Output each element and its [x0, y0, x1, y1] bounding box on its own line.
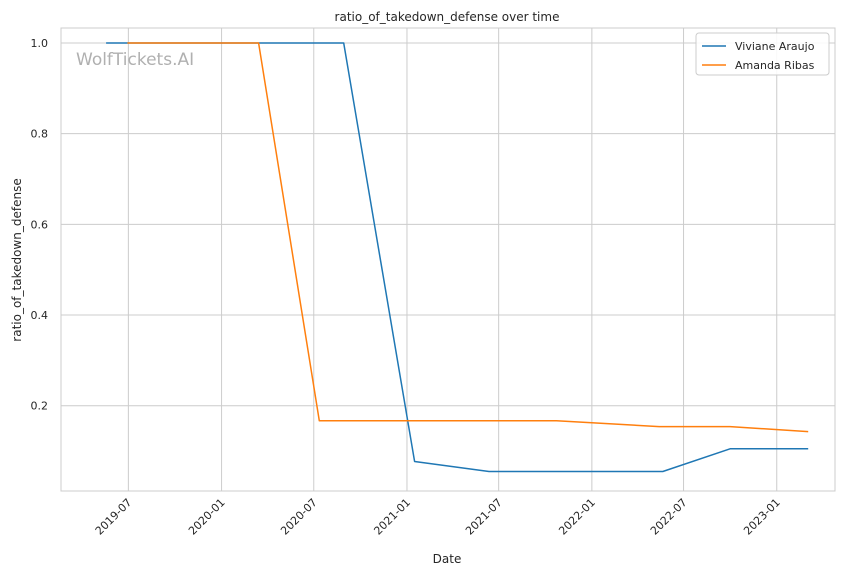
y-tick-label: 0.4 [31, 309, 49, 322]
y-tick-label: 0.2 [31, 400, 49, 413]
y-tick-label: 0.6 [31, 218, 49, 231]
y-axis-label: ratio_of_takedown_defense [10, 178, 24, 341]
x-tick-label: 2022-07 [648, 496, 690, 538]
y-axis-ticks: 0.2 0.4 0.6 0.8 1.0 [31, 37, 49, 413]
x-tick-label: 2020-07 [278, 496, 320, 538]
x-tick-label: 2019-07 [93, 496, 135, 538]
y-tick-label: 0.8 [31, 128, 49, 141]
legend: Viviane Araujo Amanda Ribas [695, 32, 830, 76]
series-line-0 [106, 42, 809, 473]
series-layer [106, 42, 809, 473]
plot-area [60, 27, 836, 492]
watermark: WolfTickets.AI [76, 50, 194, 70]
x-tick-label: 2021-07 [463, 496, 505, 538]
chart-title: ratio_of_takedown_defense over time [335, 10, 560, 24]
grid [61, 28, 835, 491]
x-axis-label: Date [433, 552, 462, 566]
x-tick-label: 2021-01 [371, 496, 413, 538]
x-tick-label: 2020-01 [186, 496, 228, 538]
legend-label: Viviane Araujo [735, 40, 815, 53]
x-tick-label: 2023-01 [741, 496, 783, 538]
x-tick-label: 2022-01 [556, 496, 598, 538]
x-axis-ticks: 2019-07 2020-01 2020-07 2021-01 2021-07 2022-… [93, 496, 783, 538]
legend-box [695, 32, 830, 76]
y-tick-label: 1.0 [31, 37, 49, 50]
legend-label: Amanda Ribas [735, 59, 815, 72]
series-line-1 [127, 42, 809, 433]
